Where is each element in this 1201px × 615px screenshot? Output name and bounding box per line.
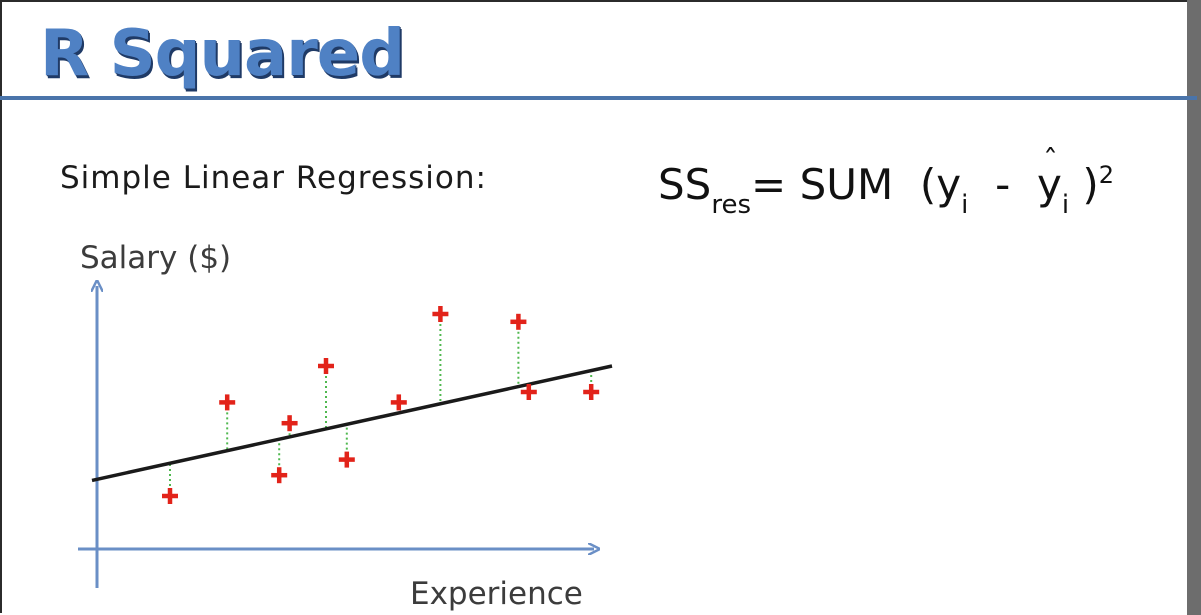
data-point (510, 313, 527, 330)
formula-minus: - (995, 160, 1011, 209)
formula-equals: = (751, 160, 787, 209)
formula-open-y: (y (919, 160, 962, 209)
data-point (432, 306, 449, 322)
x-axis-label: Experience (410, 576, 583, 612)
data-point (281, 415, 298, 432)
formula-i-hat-subscript: i (1061, 190, 1070, 220)
regression-line (91, 364, 613, 483)
window-edge (1187, 0, 1201, 615)
formula-power: 2 (1098, 161, 1115, 189)
data-point (219, 394, 236, 411)
formula-res-subscript: res (711, 190, 751, 220)
residual-lines (169, 314, 593, 496)
data-point (271, 467, 288, 484)
data-point (390, 394, 407, 411)
data-point (162, 488, 178, 504)
data-point (583, 384, 600, 400)
formula-ss: SS (658, 160, 712, 209)
y-axis-label: Salary ($) (80, 240, 231, 276)
formula-close: ) (1082, 160, 1099, 209)
formula-y-hat: y (1037, 160, 1062, 209)
formula-sum: SUM (799, 160, 894, 209)
title-rule (0, 96, 1197, 100)
formula-i-subscript: i (961, 190, 969, 220)
subtitle: Simple Linear Regression: (60, 160, 487, 196)
ss-res-formula: SSres= SUM (yi - yi )2 (658, 160, 1115, 220)
data-point (520, 384, 537, 400)
data-point (318, 358, 334, 374)
data-points (162, 306, 600, 504)
slide-title: R Squared (40, 17, 405, 91)
data-point (338, 451, 355, 468)
